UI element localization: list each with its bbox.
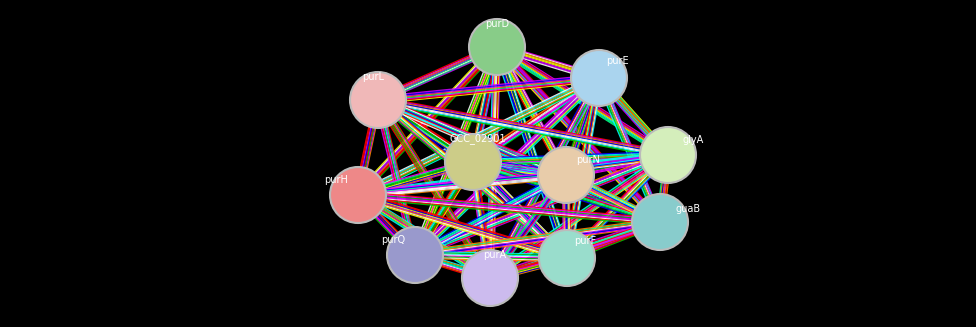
Circle shape: [462, 250, 518, 306]
Circle shape: [539, 230, 595, 286]
Circle shape: [571, 50, 627, 106]
Circle shape: [445, 134, 501, 190]
Text: purH: purH: [324, 175, 347, 185]
Text: purN: purN: [576, 155, 600, 165]
Text: glyA: glyA: [682, 135, 704, 145]
Text: purF: purF: [574, 236, 596, 246]
Circle shape: [469, 19, 525, 75]
Circle shape: [640, 127, 696, 183]
Circle shape: [387, 227, 443, 283]
Text: GCC_02901: GCC_02901: [450, 133, 507, 144]
Text: purA: purA: [483, 250, 507, 260]
Circle shape: [350, 72, 406, 128]
Circle shape: [538, 147, 594, 203]
Text: guaB: guaB: [675, 204, 701, 214]
Circle shape: [632, 194, 688, 250]
Text: purD: purD: [485, 19, 509, 29]
Text: purQ: purQ: [381, 235, 405, 245]
Text: purL: purL: [362, 72, 384, 82]
Circle shape: [330, 167, 386, 223]
Text: purE: purE: [606, 56, 629, 66]
